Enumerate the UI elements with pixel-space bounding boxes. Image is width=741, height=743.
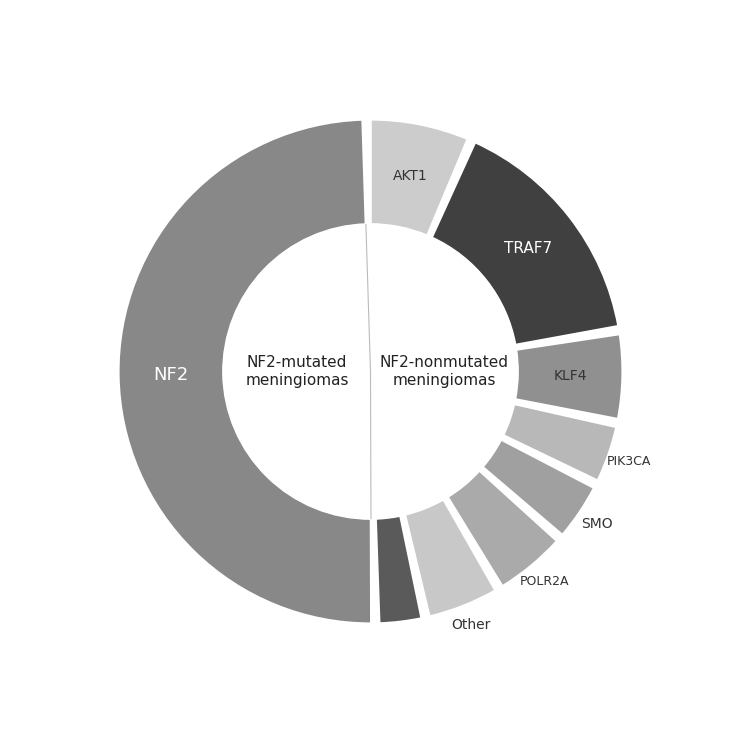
Text: POLR2A: POLR2A <box>520 575 570 588</box>
Wedge shape <box>503 404 617 481</box>
Text: NF2-mutated
meningiomas: NF2-mutated meningiomas <box>245 355 349 388</box>
Wedge shape <box>482 439 594 535</box>
Wedge shape <box>448 470 557 586</box>
Text: NF2-nonmutated
meningiomas: NF2-nonmutated meningiomas <box>379 355 508 388</box>
Text: TERTp: TERTp <box>384 636 422 649</box>
Wedge shape <box>515 334 622 419</box>
Wedge shape <box>405 499 496 617</box>
Text: SMO: SMO <box>581 517 613 531</box>
Circle shape <box>223 224 518 519</box>
Text: Other: Other <box>451 618 491 632</box>
Text: KLF4: KLF4 <box>554 369 587 383</box>
Text: AKT1: AKT1 <box>393 169 427 183</box>
Wedge shape <box>119 120 371 623</box>
Text: TRAF7: TRAF7 <box>504 241 552 256</box>
Text: PIK3CA: PIK3CA <box>606 455 651 468</box>
Wedge shape <box>376 516 422 623</box>
Wedge shape <box>431 142 619 345</box>
Wedge shape <box>370 120 468 236</box>
Text: NF2: NF2 <box>153 366 188 384</box>
